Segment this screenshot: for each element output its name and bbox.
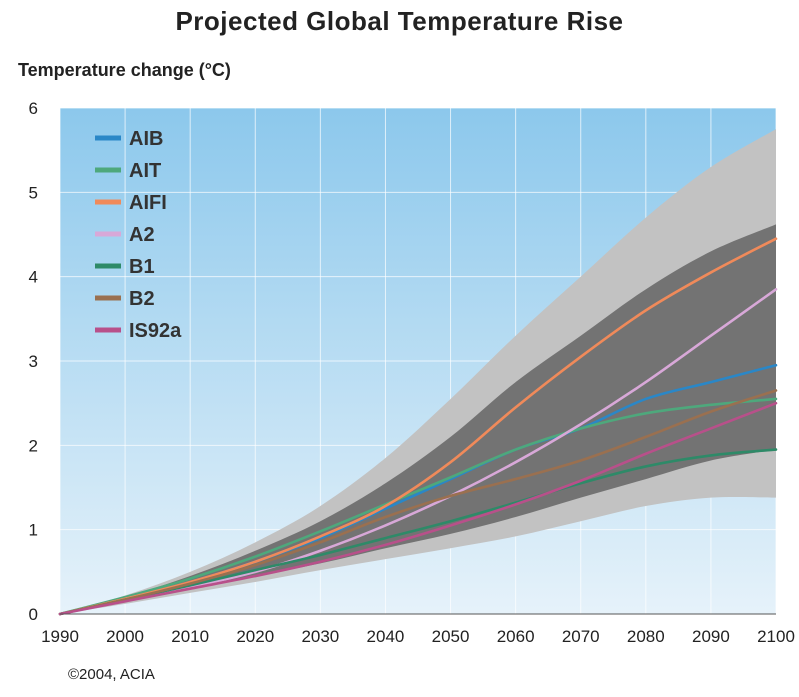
x-tick-label: 2040 bbox=[367, 627, 405, 646]
x-tick-label: 2080 bbox=[627, 627, 665, 646]
y-tick-label: 6 bbox=[29, 99, 38, 118]
x-tick-label: 2020 bbox=[236, 627, 274, 646]
series-line-b1 bbox=[58, 448, 778, 616]
series-line-b2 bbox=[58, 389, 778, 616]
x-tick-label: 2000 bbox=[106, 627, 144, 646]
legend-label-is92a: IS92a bbox=[129, 320, 182, 342]
x-tick-label: 2100 bbox=[757, 627, 795, 646]
legend-label-b1: B1 bbox=[129, 256, 155, 278]
y-tick-label: 2 bbox=[29, 436, 38, 455]
y-axis-label: Temperature change (°C) bbox=[18, 60, 231, 80]
legend: AIB AIT AIFI A2 B1 B2 IS92a bbox=[95, 128, 182, 342]
legend-label-b2: B2 bbox=[129, 288, 155, 310]
legend-label-aifi: AIFI bbox=[129, 192, 167, 214]
series-line-ait bbox=[58, 397, 778, 616]
x-tick-label: 2030 bbox=[301, 627, 339, 646]
x-tick-label: 2090 bbox=[692, 627, 730, 646]
series-line-aifi bbox=[58, 237, 778, 616]
legend-label-a2: A2 bbox=[129, 224, 155, 246]
x-tick-label: 2010 bbox=[171, 627, 209, 646]
legend-label-aib: AIB bbox=[129, 128, 163, 150]
series-lines bbox=[58, 237, 778, 616]
x-tick-label: 2060 bbox=[497, 627, 535, 646]
legend-label-ait: AIT bbox=[129, 160, 161, 182]
axes: 1990 2000 2010 2020 2030 2040 2050 2060 2070 2080… bbox=[29, 99, 795, 646]
chart-title: Projected Global Temperature Rise bbox=[175, 6, 624, 36]
y-tick-label: 0 bbox=[29, 605, 38, 624]
y-tick-label: 5 bbox=[29, 183, 38, 202]
y-tick-label: 1 bbox=[29, 521, 38, 540]
series-line-a2 bbox=[58, 288, 778, 616]
x-tick-label: 1990 bbox=[41, 627, 79, 646]
series-line-is92a bbox=[58, 401, 778, 616]
x-tick-label: 2070 bbox=[562, 627, 600, 646]
credit-text: ©2004, ACIA bbox=[68, 666, 155, 683]
y-tick-label: 3 bbox=[29, 352, 38, 371]
y-tick-label: 4 bbox=[29, 268, 38, 287]
x-tick-label: 2050 bbox=[432, 627, 470, 646]
